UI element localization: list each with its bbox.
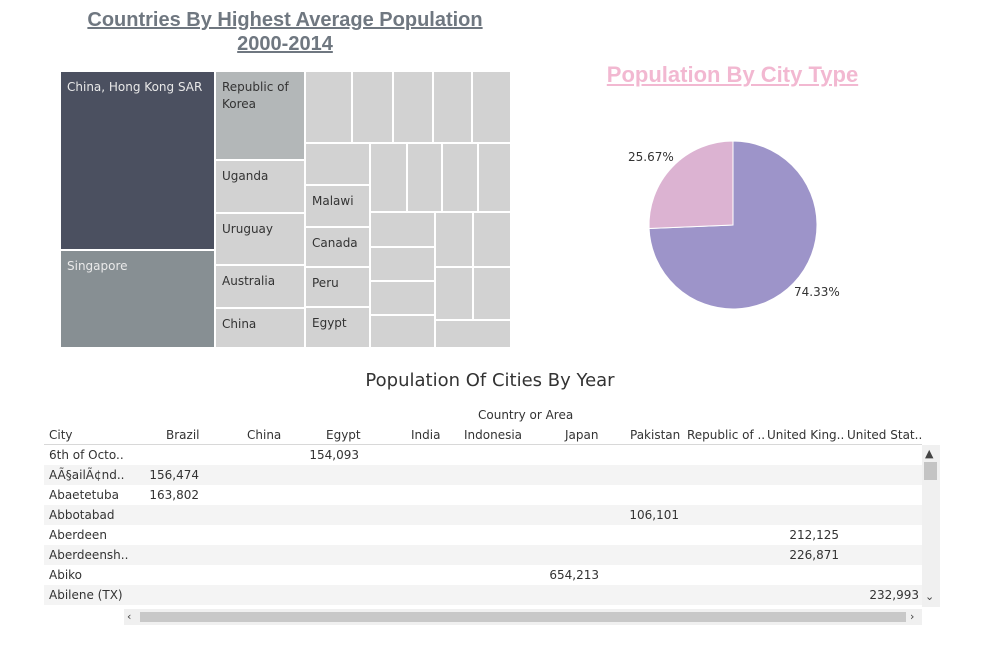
col-header[interactable]: United Stat.. [847,428,923,442]
scroll-right-icon[interactable]: › [910,610,915,623]
treemap-cell[interactable] [370,212,435,247]
scroll-left-icon[interactable]: ‹ [127,610,132,623]
treemap-label: Republic of Korea [222,80,289,111]
table-row[interactable]: Aberdeen 212,125 [44,525,922,545]
pie-label-large: 74.33% [794,285,840,299]
value-cell: 654,213 [549,568,599,582]
treemap-label: Egypt [312,316,347,330]
treemap-cell[interactable] [472,71,511,143]
table-row[interactable]: 6th of Octo.. 154,093 [44,445,922,465]
treemap-cell[interactable] [370,315,435,348]
treemap-cell[interactable] [370,281,435,315]
treemap-cell[interactable] [433,71,472,143]
value-cell: 163,802 [149,488,199,502]
city-cell: Aberdeensh.. [49,548,129,562]
table-row[interactable]: Abaetetuba 163,802 [44,485,922,505]
col-header[interactable]: Egypt [326,428,361,442]
value-cell: 156,474 [149,468,199,482]
pie-label-small: 25.67% [628,150,674,164]
treemap-label: Singapore [67,259,128,273]
treemap-label: Uganda [222,169,269,183]
treemap-cell[interactable]: China [215,308,305,348]
treemap-label: Canada [312,236,358,250]
col-header[interactable]: India [411,428,441,442]
col-header[interactable]: Indonesia [464,428,523,442]
treemap-cell[interactable] [407,143,442,212]
treemap-cell[interactable]: Malawi [305,185,370,227]
city-cell: AÃ§ailÃ¢nd.. [49,468,125,482]
table-row[interactable]: AÃ§ailÃ¢nd.. 156,474 [44,465,922,485]
treemap-cell[interactable] [435,212,473,267]
treemap-cell[interactable] [305,71,352,143]
treemap-cell[interactable]: Canada [305,227,370,267]
pie-chart [648,140,818,310]
city-cell: Abaetetuba [49,488,119,502]
col-header[interactable]: Republic of .. [687,428,766,442]
treemap-cell[interactable]: Uruguay [215,213,305,265]
treemap-cell[interactable]: Uganda [215,160,305,213]
table-row[interactable]: Aberdeensh.. 226,871 [44,545,922,565]
scroll-down-icon[interactable]: ⌄ [925,590,935,603]
col-header[interactable]: Pakistan [630,428,681,442]
treemap-cell[interactable]: Peru [305,267,370,307]
city-cell: Aberdeen [49,528,107,542]
value-cell: 106,101 [629,508,679,522]
treemap-label: China, Hong Kong SAR [67,80,203,94]
pie-title: Population By City Type [606,62,859,87]
treemap-label: Australia [222,274,276,288]
treemap-cell[interactable]: Egypt [305,307,370,348]
table-row[interactable]: Abilene (TX) 232,993 [44,585,922,605]
treemap-cell[interactable] [435,267,473,320]
value-cell: 154,093 [309,448,359,462]
treemap: China, Hong Kong SAR Singapore Republic … [60,71,511,348]
treemap-cell[interactable] [393,71,433,143]
treemap-cell[interactable] [352,71,393,143]
treemap-title: Countries By Highest Average Population … [60,8,510,56]
treemap-cell[interactable]: Republic of Korea [215,71,305,160]
treemap-cell[interactable]: China, Hong Kong SAR [60,71,215,250]
treemap-title-line2: 2000-2014 [237,33,333,55]
table-title: Population Of Cities By Year [365,370,615,391]
treemap-cell[interactable] [370,247,435,281]
treemap-cell[interactable] [370,143,407,212]
value-cell: 226,871 [789,548,839,562]
treemap-title-line1: Countries By Highest Average Population [87,9,483,31]
horizontal-scroll-thumb[interactable] [140,612,906,622]
col-header[interactable]: Japan [565,428,599,442]
column-group-header: Country or Area [478,408,574,422]
treemap-cell[interactable] [478,143,511,212]
vertical-scroll-thumb[interactable] [924,462,937,480]
pie-slice-small[interactable] [648,140,734,230]
scroll-up-icon[interactable]: ▲ [925,447,934,460]
treemap-cell[interactable] [305,143,370,185]
city-cell: 6th of Octo.. [49,448,124,462]
value-cell: 212,125 [789,528,839,542]
table-row[interactable]: Abiko 654,213 [44,565,922,585]
treemap-cell[interactable] [442,143,478,212]
treemap-label: China [222,317,257,331]
value-cell: 232,993 [869,588,919,602]
treemap-label: Malawi [312,194,354,208]
treemap-label: Peru [312,276,339,290]
treemap-cell[interactable] [473,212,511,267]
table-row[interactable]: Abbotabad 106,101 [44,505,922,525]
col-header[interactable]: Brazil [166,428,200,442]
pie-slice-large[interactable] [648,140,818,310]
treemap-label: Uruguay [222,222,273,236]
vertical-scrollbar[interactable] [922,445,940,607]
header-divider [44,444,922,445]
city-cell: Abilene (TX) [49,588,123,602]
col-header[interactable]: United King.. [767,428,845,442]
city-cell: Abbotabad [49,508,115,522]
treemap-cell[interactable]: Singapore [60,250,215,348]
col-header[interactable]: China [247,428,282,442]
treemap-cell[interactable]: Australia [215,265,305,308]
treemap-cell[interactable] [473,267,511,320]
row-header: City [49,428,73,442]
city-cell: Abiko [49,568,83,582]
treemap-cell[interactable] [435,320,511,348]
